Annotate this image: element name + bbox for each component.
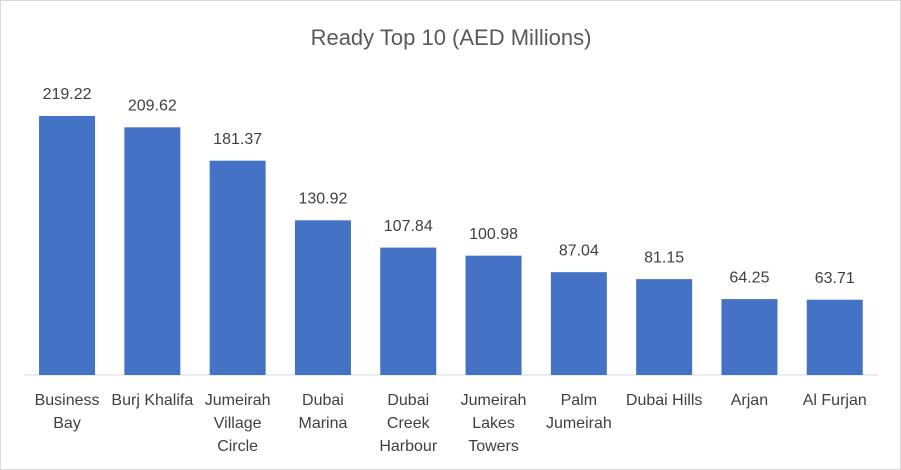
data-label: 107.84	[384, 218, 433, 235]
chart-title: Ready Top 10 (AED Millions)	[311, 25, 592, 50]
x-tick-label: Palm Jumeirah	[545, 392, 612, 432]
data-label: 100.98	[469, 226, 518, 243]
data-label: 209.62	[128, 98, 177, 115]
x-tick-label: Business Bay	[34, 392, 100, 432]
data-label: 130.92	[298, 191, 347, 208]
bar	[465, 255, 522, 375]
x-tick-label: Burj Khalifa	[111, 392, 194, 409]
x-tick-label: Jumeirah Lakes Towers	[460, 392, 527, 455]
data-label: 64.25	[729, 269, 769, 286]
data-label: 219.22	[43, 86, 92, 103]
data-label: 63.71	[815, 270, 855, 287]
bar	[721, 299, 778, 375]
data-label: 87.04	[559, 242, 599, 259]
bar	[39, 115, 96, 375]
x-tick-label: Arjan	[730, 392, 769, 409]
x-tick-label: Dubai Hills	[625, 392, 703, 409]
bar	[806, 299, 863, 375]
data-label: 81.15	[644, 249, 684, 266]
x-tick-label: Al Furjan	[802, 392, 867, 409]
x-tick-label: Dubai Creek Harbour	[379, 392, 438, 455]
x-tick-label: Jumeirah Village Circle	[204, 392, 271, 455]
bar	[636, 279, 693, 375]
bar	[124, 127, 181, 375]
x-tick-label: Dubai Marina	[298, 392, 348, 432]
bar	[294, 220, 351, 375]
bar	[209, 160, 266, 375]
bar	[380, 247, 437, 375]
data-label: 181.37	[213, 131, 262, 148]
bar	[550, 272, 607, 375]
